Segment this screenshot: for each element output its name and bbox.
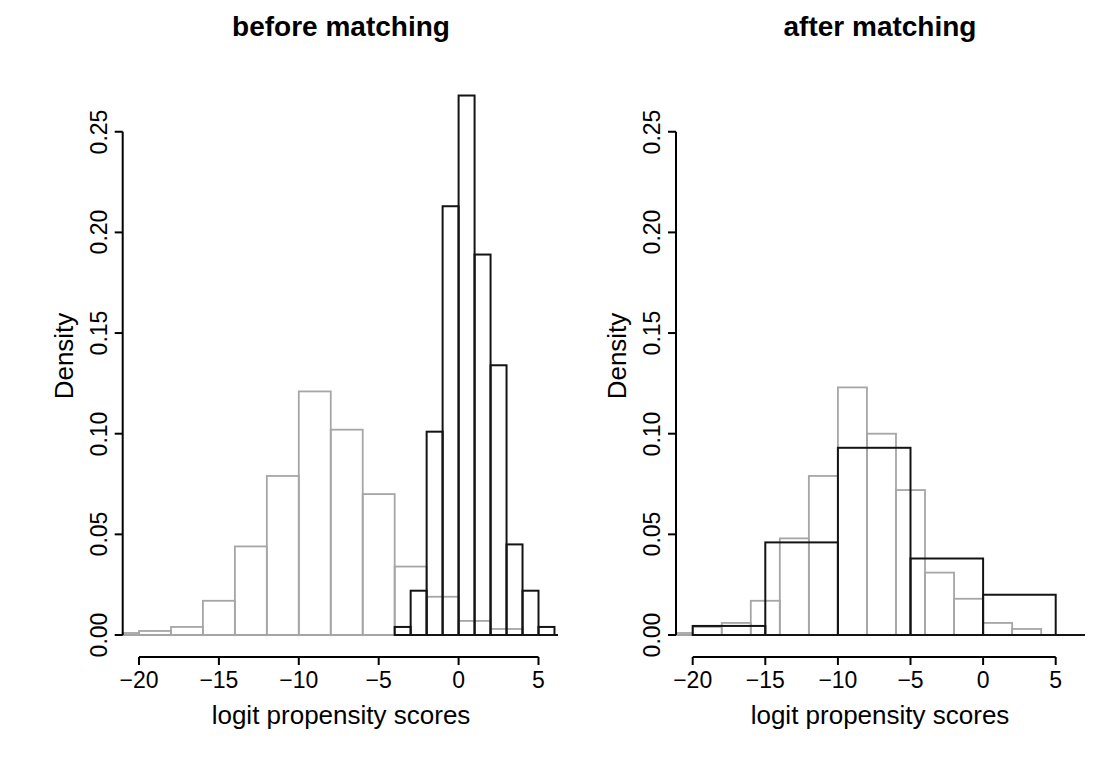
y-axis-label-before: Density (49, 313, 80, 400)
y-tick-label: 0.20 (85, 210, 112, 255)
x-tick-label: 5 (1049, 667, 1062, 694)
panel-title-after: after matching (784, 11, 977, 43)
x-tick-label: −15 (746, 667, 785, 694)
y-tick-label: 0.15 (85, 311, 112, 356)
y-tick-label: 0.05 (85, 512, 112, 557)
y-axis-label-after: Density (602, 313, 633, 400)
figure-histogram-pair: before matching after matching logit pro… (0, 0, 1101, 763)
y-tick-label: 0.15 (639, 311, 666, 356)
y-tick-label: 0.05 (639, 512, 666, 557)
x-axis-label-after: logit propensity scores (751, 700, 1010, 731)
x-tick-label: 5 (532, 667, 545, 694)
y-tick-label: 0.25 (639, 109, 666, 154)
x-tick-label: 0 (977, 667, 990, 694)
y-tick-label: 0.10 (639, 411, 666, 456)
x-tick-label: −20 (673, 667, 712, 694)
y-tick-label: 0.20 (639, 210, 666, 255)
x-tick-label: 0 (452, 667, 465, 694)
x-tick-label: −15 (199, 667, 238, 694)
x-tick-label: −5 (897, 667, 923, 694)
x-tick-label: −20 (119, 667, 158, 694)
x-axis-label-before: logit propensity scores (212, 700, 471, 731)
y-tick-label: 0.25 (85, 109, 112, 154)
x-tick-label: −10 (818, 667, 857, 694)
y-tick-label: 0.00 (639, 613, 666, 658)
panel-title-before: before matching (232, 11, 450, 43)
x-tick-label: −10 (279, 667, 318, 694)
y-tick-label: 0.00 (85, 613, 112, 658)
x-tick-label: −5 (366, 667, 392, 694)
histogram-canvas (0, 0, 1101, 763)
y-tick-label: 0.10 (85, 411, 112, 456)
